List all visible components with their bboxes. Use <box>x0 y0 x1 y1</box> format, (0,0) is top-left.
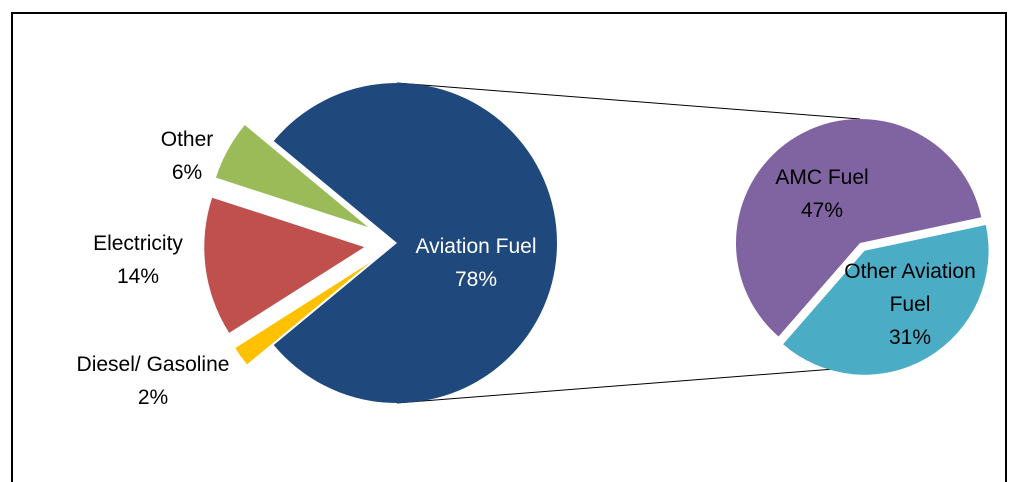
label-other-aviation-fuel: Other Aviation Fuel 31% <box>844 260 976 349</box>
secondary-pie <box>735 118 989 375</box>
slice-aviation-fuel <box>273 82 558 403</box>
chart-frame <box>11 12 1007 482</box>
label-electricity: Electricity 14% <box>93 232 183 288</box>
slice-electricity <box>204 197 365 333</box>
connector-lines <box>396 82 861 404</box>
slice-other-aviation-fuel <box>783 224 989 375</box>
data-labels: Aviation Fuel 78% Diesel/ Gasoline 2% Electr… <box>77 128 976 409</box>
slice-other <box>215 125 369 228</box>
connector-top <box>396 82 861 120</box>
label-aviation-fuel: Aviation Fuel 78% <box>415 235 536 291</box>
slice-diesel-gasoline <box>235 262 371 365</box>
label-other: Other 6% <box>161 128 214 184</box>
connector-bottom <box>396 366 861 404</box>
label-amc-fuel: AMC Fuel 47% <box>775 166 868 222</box>
slice-amc-fuel <box>735 118 982 337</box>
main-pie <box>204 82 558 403</box>
label-diesel-gasoline: Diesel/ Gasoline 2% <box>77 353 230 409</box>
